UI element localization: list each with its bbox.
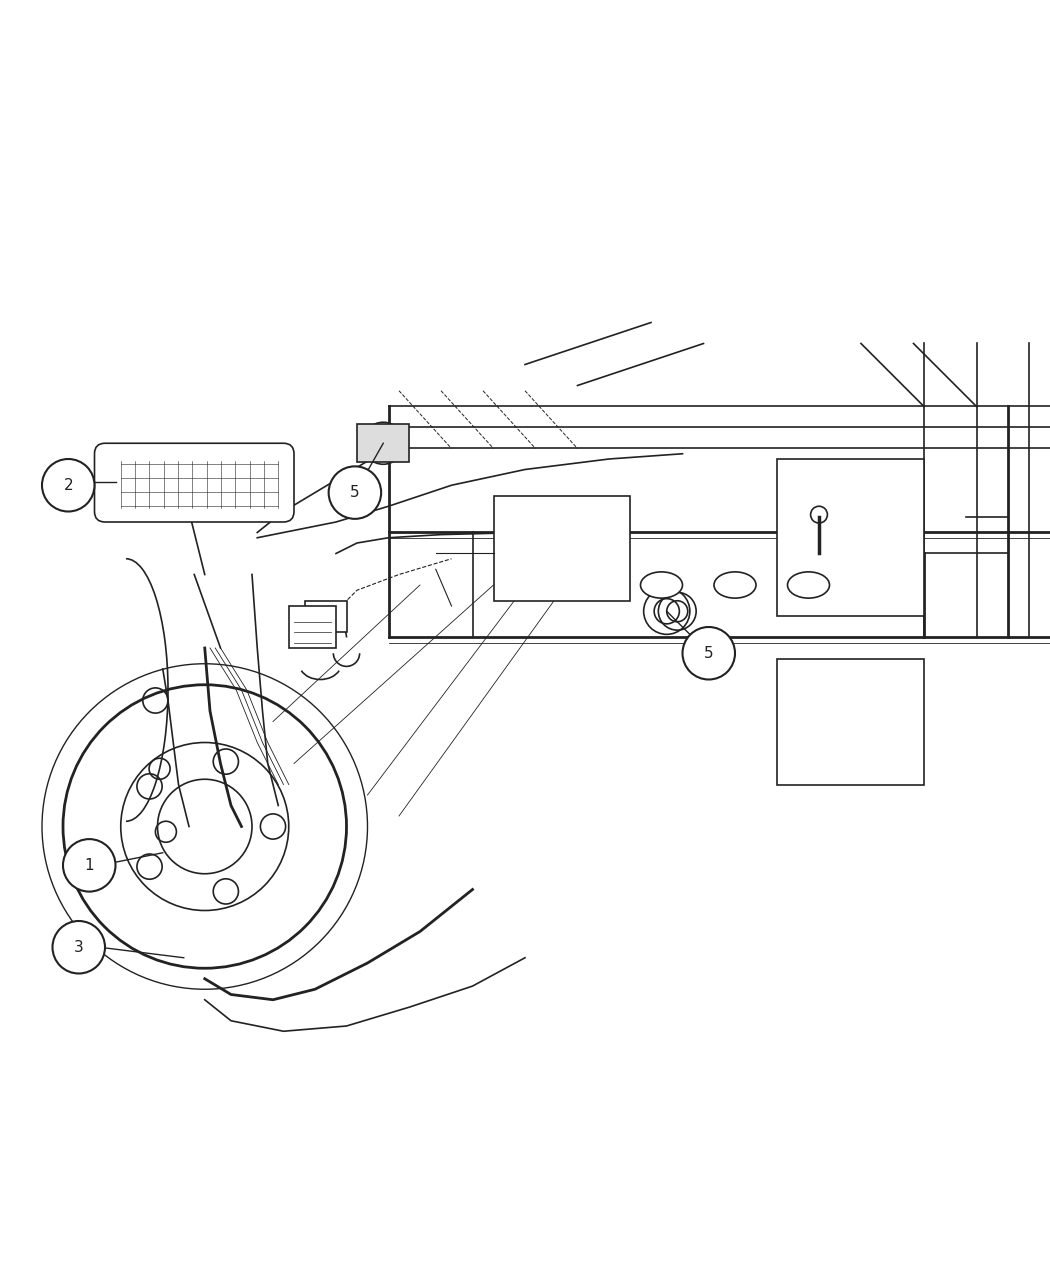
Circle shape [63, 839, 116, 891]
Ellipse shape [788, 572, 830, 598]
Bar [494, 496, 630, 601]
Ellipse shape [640, 572, 682, 598]
Circle shape [682, 627, 735, 680]
Ellipse shape [714, 572, 756, 598]
Text: 1: 1 [84, 858, 94, 873]
Bar [357, 425, 410, 462]
Circle shape [329, 467, 381, 519]
Bar [289, 606, 336, 648]
Circle shape [42, 459, 94, 511]
Text: 2: 2 [63, 478, 74, 492]
Bar [777, 658, 924, 784]
Text: 3: 3 [74, 940, 84, 955]
Bar [304, 601, 347, 632]
Circle shape [52, 921, 105, 974]
Text: 5: 5 [350, 484, 360, 500]
Text: 5: 5 [704, 645, 714, 660]
FancyBboxPatch shape [94, 444, 294, 521]
Bar [777, 459, 924, 617]
